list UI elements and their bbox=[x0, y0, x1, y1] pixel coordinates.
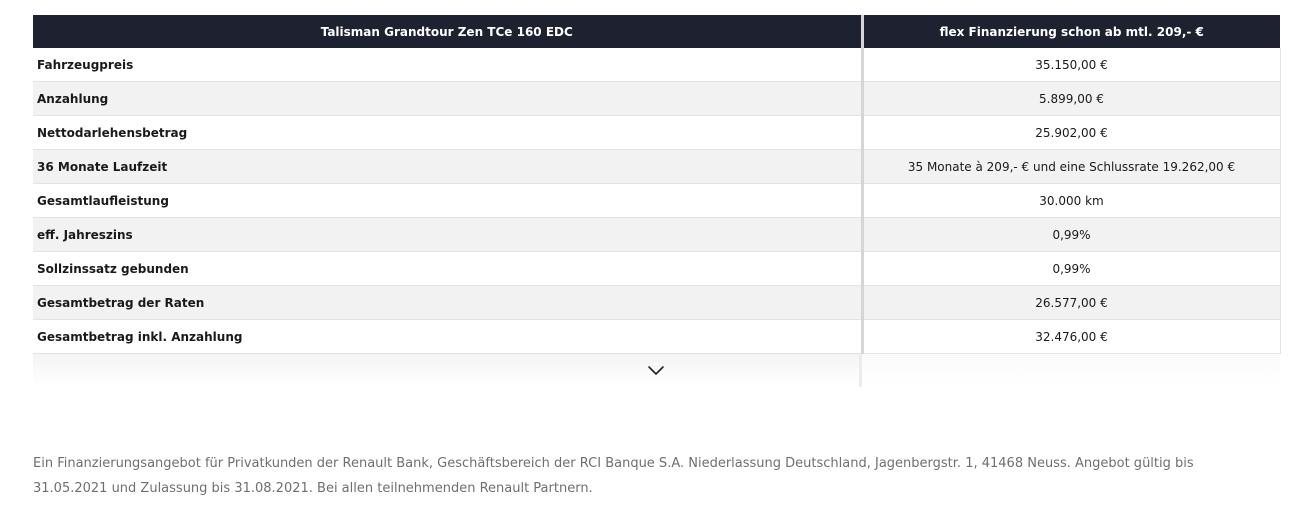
row-label: Gesamtbetrag der Raten bbox=[33, 285, 864, 320]
row-label: Sollzinssatz gebunden bbox=[33, 251, 864, 286]
table-row: Gesamtlaufleistung 30.000 km bbox=[33, 183, 1281, 218]
table-row: Fahrzeugpreis 35.150,00 € bbox=[33, 48, 1281, 82]
table-expand-area[interactable] bbox=[33, 354, 1280, 387]
row-label: Gesamtbetrag inkl. Anzahlung bbox=[33, 319, 864, 354]
table-row: Gesamtbetrag der Raten 26.577,00 € bbox=[33, 285, 1281, 320]
row-value: 30.000 km bbox=[862, 183, 1281, 218]
financing-table: Talisman Grandtour Zen TCe 160 EDC flex … bbox=[33, 15, 1281, 354]
table-row: eff. Jahreszins 0,99% bbox=[33, 217, 1281, 252]
financing-table-container: Talisman Grandtour Zen TCe 160 EDC flex … bbox=[33, 15, 1281, 387]
row-value: 35.150,00 € bbox=[862, 48, 1281, 82]
row-value: 35 Monate à 209,- € und eine Schlussrate… bbox=[862, 149, 1281, 184]
row-label: eff. Jahreszins bbox=[33, 217, 864, 252]
table-row: 36 Monate Laufzeit 35 Monate à 209,- € u… bbox=[33, 149, 1281, 184]
row-label: 36 Monate Laufzeit bbox=[33, 149, 864, 184]
row-label: Fahrzeugpreis bbox=[33, 48, 864, 82]
table-row: Gesamtbetrag inkl. Anzahlung 32.476,00 € bbox=[33, 319, 1281, 354]
chevron-down-icon[interactable] bbox=[647, 362, 665, 376]
table-header-row: Talisman Grandtour Zen TCe 160 EDC flex … bbox=[33, 15, 1280, 48]
table-row: Sollzinssatz gebunden 0,99% bbox=[33, 251, 1281, 286]
fade-overlay-left bbox=[33, 354, 862, 387]
row-value: 5.899,00 € bbox=[862, 81, 1281, 116]
fade-overlay-right bbox=[862, 354, 1280, 387]
row-value: 32.476,00 € bbox=[862, 319, 1281, 354]
row-label: Anzahlung bbox=[33, 81, 864, 116]
row-value: 25.902,00 € bbox=[862, 115, 1281, 150]
row-label: Nettodarlehensbetrag bbox=[33, 115, 864, 150]
legal-footnote: Ein Finanzierungsangebot für Privatkunde… bbox=[33, 456, 1194, 496]
table-row: Nettodarlehensbetrag 25.902,00 € bbox=[33, 115, 1281, 150]
row-label: Gesamtlaufleistung bbox=[33, 183, 864, 218]
header-vehicle-model: Talisman Grandtour Zen TCe 160 EDC bbox=[33, 15, 864, 48]
table-row: Anzahlung 5.899,00 € bbox=[33, 81, 1281, 116]
row-value: 0,99% bbox=[862, 251, 1281, 286]
header-financing-offer: flex Finanzierung schon ab mtl. 209,- € bbox=[862, 15, 1280, 48]
row-value: 0,99% bbox=[862, 217, 1281, 252]
row-value: 26.577,00 € bbox=[862, 285, 1281, 320]
